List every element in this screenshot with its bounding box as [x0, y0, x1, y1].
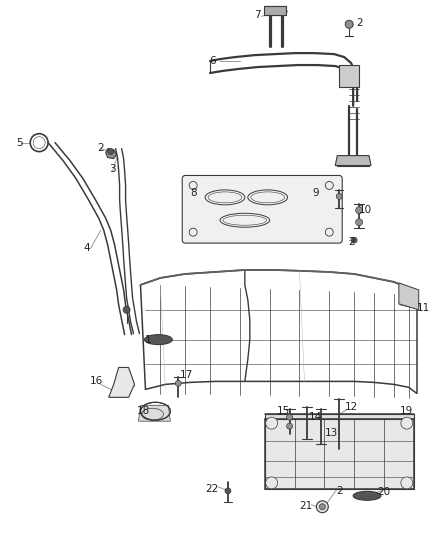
Circle shape: [401, 477, 413, 489]
Text: 2: 2: [348, 237, 354, 247]
Text: 10: 10: [359, 205, 371, 215]
Circle shape: [345, 20, 353, 28]
Polygon shape: [339, 65, 359, 87]
Text: 19: 19: [400, 406, 413, 416]
Text: 1: 1: [145, 335, 152, 345]
Text: 16: 16: [90, 376, 103, 386]
Circle shape: [356, 219, 363, 225]
Ellipse shape: [353, 491, 381, 500]
Circle shape: [286, 414, 293, 420]
Text: 7: 7: [254, 10, 261, 20]
Text: 15: 15: [277, 406, 290, 416]
Text: 2: 2: [356, 18, 362, 28]
Circle shape: [266, 417, 278, 429]
Polygon shape: [138, 405, 170, 421]
Polygon shape: [399, 283, 419, 310]
Ellipse shape: [145, 335, 172, 345]
Circle shape: [356, 207, 363, 214]
Text: 8: 8: [190, 188, 197, 198]
Circle shape: [401, 417, 413, 429]
Circle shape: [123, 306, 130, 313]
Circle shape: [336, 193, 342, 199]
Text: 12: 12: [345, 402, 358, 412]
Text: 11: 11: [417, 303, 430, 313]
Text: 2: 2: [336, 486, 343, 496]
Text: 5: 5: [16, 138, 23, 148]
Text: 21: 21: [299, 500, 312, 511]
Text: 4: 4: [84, 243, 90, 253]
Text: 18: 18: [137, 406, 150, 416]
Text: 17: 17: [180, 370, 193, 381]
Text: 22: 22: [205, 484, 219, 494]
Text: 13: 13: [325, 428, 338, 438]
Circle shape: [175, 381, 181, 386]
Text: 2: 2: [97, 143, 104, 152]
Text: 14: 14: [309, 412, 322, 422]
Circle shape: [319, 504, 325, 510]
Circle shape: [351, 237, 357, 243]
Polygon shape: [265, 414, 414, 419]
Circle shape: [266, 477, 278, 489]
Text: 6: 6: [210, 56, 216, 66]
Polygon shape: [335, 156, 371, 166]
Polygon shape: [106, 149, 117, 158]
FancyBboxPatch shape: [182, 175, 342, 243]
Text: 3: 3: [110, 164, 116, 174]
Circle shape: [316, 501, 328, 513]
Polygon shape: [109, 367, 134, 397]
Circle shape: [225, 488, 231, 494]
Polygon shape: [264, 6, 286, 15]
Text: 20: 20: [378, 487, 391, 497]
Polygon shape: [265, 419, 414, 489]
Circle shape: [286, 423, 293, 429]
Text: 9: 9: [312, 188, 319, 198]
Circle shape: [108, 149, 114, 155]
